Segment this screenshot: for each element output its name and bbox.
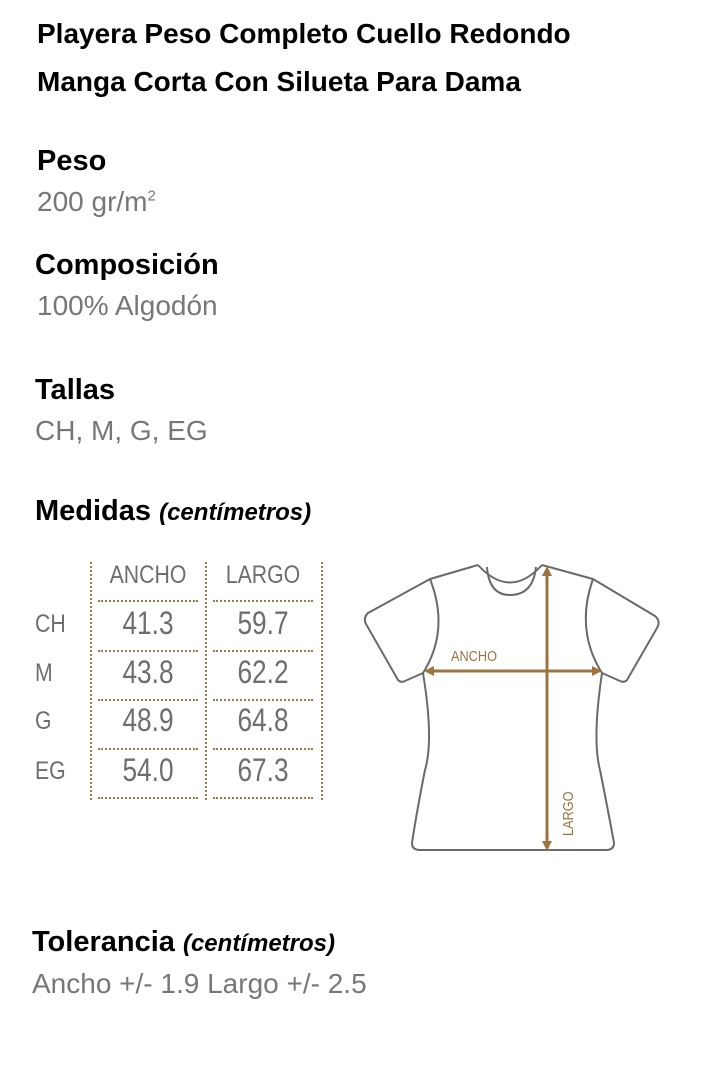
tolerancia-unit: (centímetros) — [182, 930, 335, 957]
row-ancho: 54.0 — [122, 752, 174, 788]
tolerancia-value: Ancho +/- 1.9 Largo +/- 2.5 — [32, 968, 367, 999]
medidas-label: Medidas — [35, 495, 152, 527]
row-largo: 64.8 — [237, 702, 289, 738]
row-size: EG — [35, 757, 66, 785]
row-ancho: 41.3 — [122, 605, 174, 641]
tallas-label: Tallas — [35, 374, 116, 406]
largo-arrowhead-top — [542, 566, 552, 576]
ancho-label: ANCHO — [451, 647, 497, 664]
row-divider — [213, 600, 313, 602]
table-divider — [205, 562, 207, 800]
table-divider — [90, 562, 92, 800]
composicion-value: 100% Algodón — [37, 290, 218, 321]
table-divider — [321, 562, 323, 800]
tolerancia-label: Tolerancia — [32, 926, 175, 958]
medidas-heading: Medidas (centímetros) — [35, 495, 311, 528]
collar-inner — [486, 566, 537, 596]
right-sleeve-seam — [584, 578, 603, 674]
peso-value-text: 200 gr/m — [37, 186, 148, 217]
tallas-value: CH, M, G, EG — [35, 415, 208, 446]
row-divider — [213, 699, 313, 701]
row-largo: 67.3 — [237, 752, 289, 788]
row-divider — [213, 650, 313, 652]
peso-unit-superscript: 2 — [147, 187, 156, 205]
left-sleeve-seam — [422, 578, 440, 674]
tshirt-outline-icon — [363, 564, 660, 851]
row-size: CH — [35, 610, 66, 638]
row-divider — [98, 699, 198, 701]
product-title-line-1: Playera Peso Completo Cuello Redondo — [37, 18, 571, 49]
largo-label: LARGO — [559, 791, 576, 836]
product-title-line-2: Manga Corta Con Silueta Para Dama — [37, 66, 521, 97]
row-divider — [98, 748, 198, 750]
medidas-unit: (centímetros) — [159, 499, 312, 526]
column-header-largo: LARGO — [225, 561, 301, 589]
row-divider — [98, 797, 198, 799]
row-size: G — [35, 707, 52, 735]
row-ancho: 43.8 — [122, 654, 174, 690]
row-divider — [98, 600, 198, 602]
ancho-arrowhead-right — [592, 666, 602, 676]
composicion-label: Composición — [35, 249, 219, 281]
row-divider — [98, 650, 198, 652]
row-largo: 59.7 — [237, 605, 289, 641]
column-header-ancho: ANCHO — [109, 561, 187, 589]
row-divider — [213, 797, 313, 799]
row-largo: 62.2 — [237, 654, 289, 690]
row-size: M — [35, 659, 53, 687]
peso-label: Peso — [37, 145, 107, 177]
row-ancho: 48.9 — [122, 702, 174, 738]
largo-arrowhead-bottom — [542, 841, 552, 851]
peso-value: 200 gr/m2 — [37, 186, 156, 218]
row-divider — [213, 748, 313, 750]
tolerancia-heading: Tolerancia (centímetros) — [32, 926, 335, 959]
ancho-arrowhead-left — [424, 666, 434, 676]
